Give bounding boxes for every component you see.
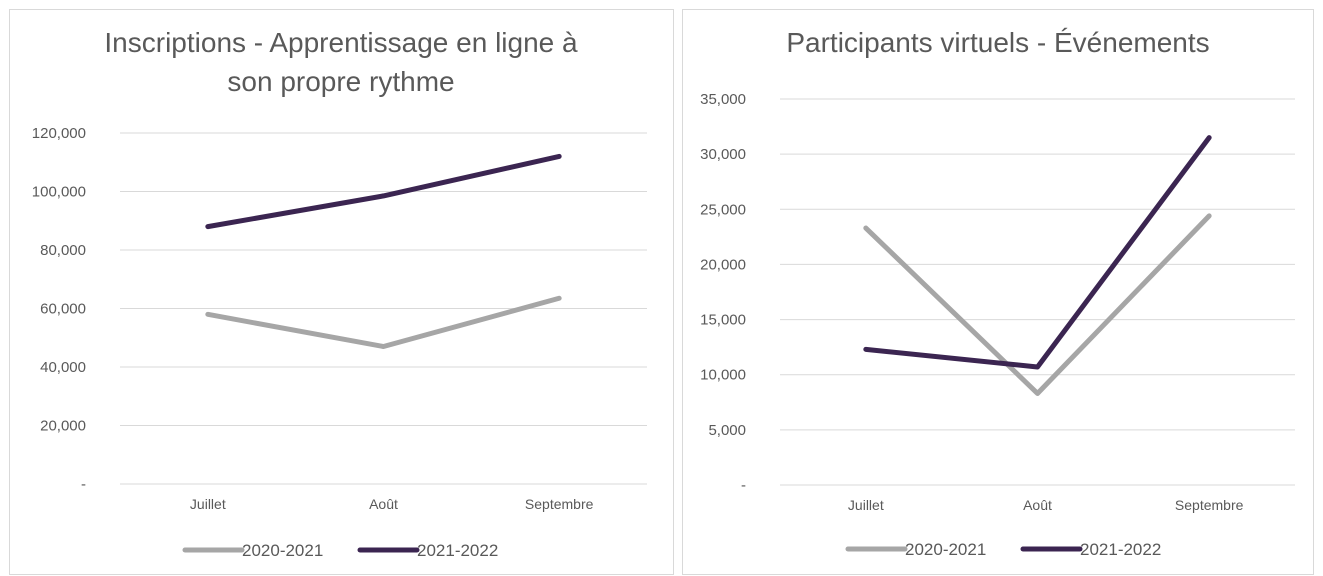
series-line-2020-2021 bbox=[205, 295, 562, 350]
legend-label: 2020-2021 bbox=[905, 540, 986, 559]
x-tick-label: Août bbox=[1023, 497, 1052, 513]
chart-participants: Participants virtuels - Événements - 5,000… bbox=[700, 27, 1295, 559]
y-tick-label: 15,000 bbox=[700, 312, 746, 329]
y-tick-label: 60,000 bbox=[40, 301, 86, 318]
legend-label: 2021-2022 bbox=[417, 541, 498, 560]
series-line-2020-2021 bbox=[863, 213, 1212, 396]
y-tick-label: 25,000 bbox=[700, 201, 746, 218]
series-line-2021-2022 bbox=[205, 153, 562, 230]
y-tick-label: 40,000 bbox=[40, 359, 86, 376]
y-tick-label: 10,000 bbox=[700, 367, 746, 384]
chart-panel-participants: Participants virtuels - Événements - 5,000… bbox=[682, 9, 1314, 575]
y-tick-label: - bbox=[741, 477, 746, 494]
y-tick-label: 35,000 bbox=[700, 91, 746, 108]
series-line-2021-2022 bbox=[863, 135, 1212, 370]
y-tick-label: 20,000 bbox=[700, 256, 746, 273]
chart-title-line: son propre rythme bbox=[227, 66, 454, 97]
y-tick-label: 5,000 bbox=[708, 422, 746, 439]
y-tick-label: 30,000 bbox=[700, 146, 746, 163]
chart-title-line: Participants virtuels - Événements bbox=[786, 27, 1209, 58]
y-tick-label: - bbox=[81, 476, 86, 493]
x-tick-label: Juillet bbox=[190, 496, 226, 512]
y-tick-label: 120,000 bbox=[32, 125, 86, 142]
chart-panel-inscriptions: Inscriptions - Apprentissage en ligne à s… bbox=[9, 9, 674, 575]
y-tick-label: 80,000 bbox=[40, 242, 86, 259]
y-tick-label: 20,000 bbox=[40, 418, 86, 435]
chart-title-line: Inscriptions - Apprentissage en ligne à bbox=[104, 27, 578, 58]
x-tick-label: Septembre bbox=[1175, 497, 1244, 513]
legend-label: 2020-2021 bbox=[242, 541, 323, 560]
y-tick-label: 100,000 bbox=[32, 184, 86, 201]
chart-inscriptions: Inscriptions - Apprentissage en ligne à s… bbox=[32, 27, 647, 560]
x-tick-label: Août bbox=[369, 496, 398, 512]
legend-label: 2021-2022 bbox=[1080, 540, 1161, 559]
x-tick-label: Juillet bbox=[848, 497, 884, 513]
x-tick-label: Septembre bbox=[525, 496, 594, 512]
